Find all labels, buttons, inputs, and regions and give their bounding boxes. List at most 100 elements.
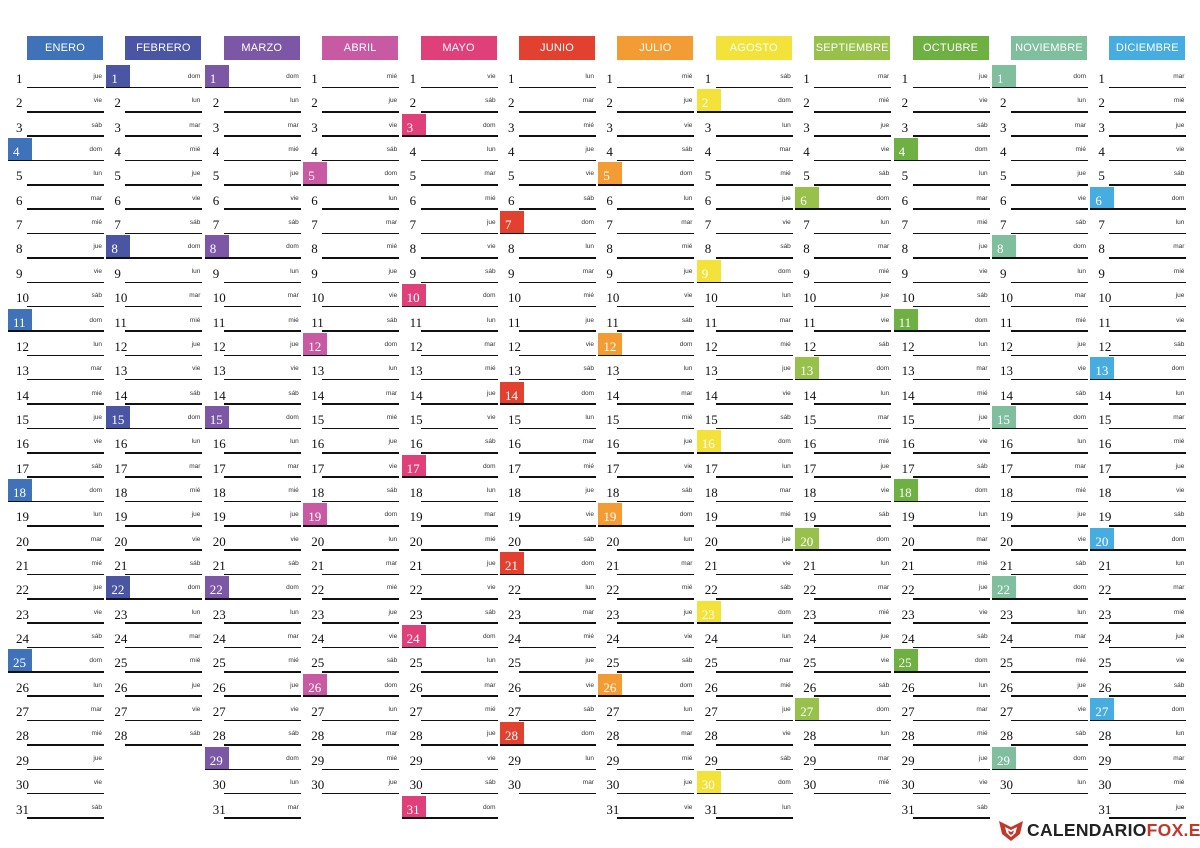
writing-line (617, 427, 695, 430)
day-row: 8 mié (303, 234, 400, 259)
writing-line (420, 768, 498, 771)
day-number: 29 (508, 752, 521, 768)
day-number: 4 (803, 144, 810, 160)
day-number: 16 (803, 436, 817, 452)
day-number: 22 (606, 582, 620, 598)
weekday-label: mié (1075, 486, 1086, 494)
sunday-highlight (204, 746, 229, 770)
day-number: 14 (704, 387, 718, 403)
writing-line (125, 573, 203, 576)
writing-line (322, 281, 400, 284)
sunday-highlight (106, 235, 131, 259)
writing-line (519, 476, 596, 478)
day-row: 28 mar (303, 721, 400, 746)
day-row: 6 lun (598, 186, 695, 211)
day-number: 14 (505, 387, 518, 403)
weekday-label: sáb (780, 754, 791, 762)
sunday-highlight (992, 405, 1016, 429)
day-row: 29 lun (500, 746, 596, 771)
day-number: 16 (1000, 436, 1013, 452)
day-row: 7 mié (8, 210, 104, 235)
day-row: 9 lun (205, 259, 301, 284)
writing-line (912, 744, 990, 746)
day-row: 22 vie (402, 575, 498, 600)
writing-line (1109, 427, 1187, 430)
day-row-sunday: 16 dom (696, 429, 793, 454)
day-row: 8 jue (8, 234, 104, 259)
day-row: 25 mié (106, 648, 203, 673)
day-number: 24 (311, 631, 325, 647)
day-row: 31 vie (598, 795, 695, 819)
day-row-sunday: 29 dom (204, 746, 301, 771)
month-header: ENERO (27, 36, 103, 60)
weekday-label: jue (93, 243, 102, 251)
weekday-label: mié (1173, 608, 1185, 616)
day-number: 8 (704, 241, 712, 257)
weekday-label: dom (482, 292, 496, 300)
day-row: 8 lun (500, 234, 596, 259)
sunday-highlight (893, 308, 918, 332)
writing-line (125, 622, 203, 624)
sunday-highlight (795, 357, 820, 381)
weekday-label: sáb (878, 170, 890, 178)
day-number: 6 (311, 192, 318, 208)
writing-line (125, 476, 203, 478)
weekday-label: mar (877, 73, 890, 80)
weekday-label: mié (1173, 267, 1185, 275)
weekday-label: jue (978, 413, 988, 421)
day-row: 4 vie (795, 137, 892, 162)
day-number: 1 (704, 71, 712, 86)
day-number: 12 (409, 338, 423, 354)
weekday-label: dom (1073, 584, 1086, 592)
weekday-label: mié (288, 486, 299, 494)
day-number: 11 (311, 314, 324, 330)
day-number: 14 (901, 387, 915, 403)
weekday-label: vie (585, 511, 594, 519)
day-number: 12 (16, 338, 29, 354)
weekday-label: vie (684, 292, 693, 300)
day-number: 19 (508, 509, 521, 525)
sunday-highlight (1090, 357, 1115, 381)
day-row-sunday: 6 dom (1090, 186, 1187, 211)
weekday-label: sáb (288, 389, 299, 397)
writing-line (1109, 525, 1187, 527)
writing-line (223, 549, 301, 551)
writing-line (617, 86, 695, 89)
day-number: 2 (901, 95, 909, 111)
writing-line (715, 646, 793, 649)
writing-line (696, 281, 793, 284)
writing-line (912, 719, 990, 722)
day-row: 14 mié (8, 381, 104, 405)
day-row: 12 vie (500, 332, 596, 357)
day-row: 2 lun (992, 88, 1088, 113)
day-number: 28 (901, 728, 915, 744)
weekday-label: mar (681, 560, 693, 567)
writing-line (893, 159, 990, 162)
month-header: ABRIL (322, 36, 399, 60)
day-number: 13 (901, 363, 915, 379)
weekday-label: mar (1074, 633, 1086, 641)
weekday-label: sáb (485, 608, 496, 616)
day-number: 15 (409, 411, 423, 427)
day-row: 4 lun (402, 137, 498, 162)
month-header: JUNIO (519, 36, 595, 60)
day-number: 26 (16, 679, 29, 695)
day-row: 25 lun (402, 648, 498, 673)
day-row: 25 mar (697, 648, 793, 673)
writing-line (223, 184, 301, 186)
day-number: 30 (606, 777, 620, 793)
weekday-label: mar (287, 292, 299, 300)
day-row: 5 jue (992, 161, 1088, 186)
weekday-label: vie (290, 194, 299, 202)
weekday-label: mié (485, 194, 496, 202)
day-row: 14 sáb (205, 381, 301, 405)
sunday-highlight (500, 552, 524, 575)
writing-line (322, 208, 400, 211)
weekday-label: mar (1074, 121, 1086, 129)
day-number: 3 (803, 119, 810, 135)
weekday-label: vie (192, 706, 201, 714)
day-number: 18 (704, 484, 718, 500)
day-row-sunday: 15 dom (106, 405, 203, 430)
day-row: 2 lun (106, 88, 203, 113)
day-row: 24 lun (697, 624, 793, 649)
